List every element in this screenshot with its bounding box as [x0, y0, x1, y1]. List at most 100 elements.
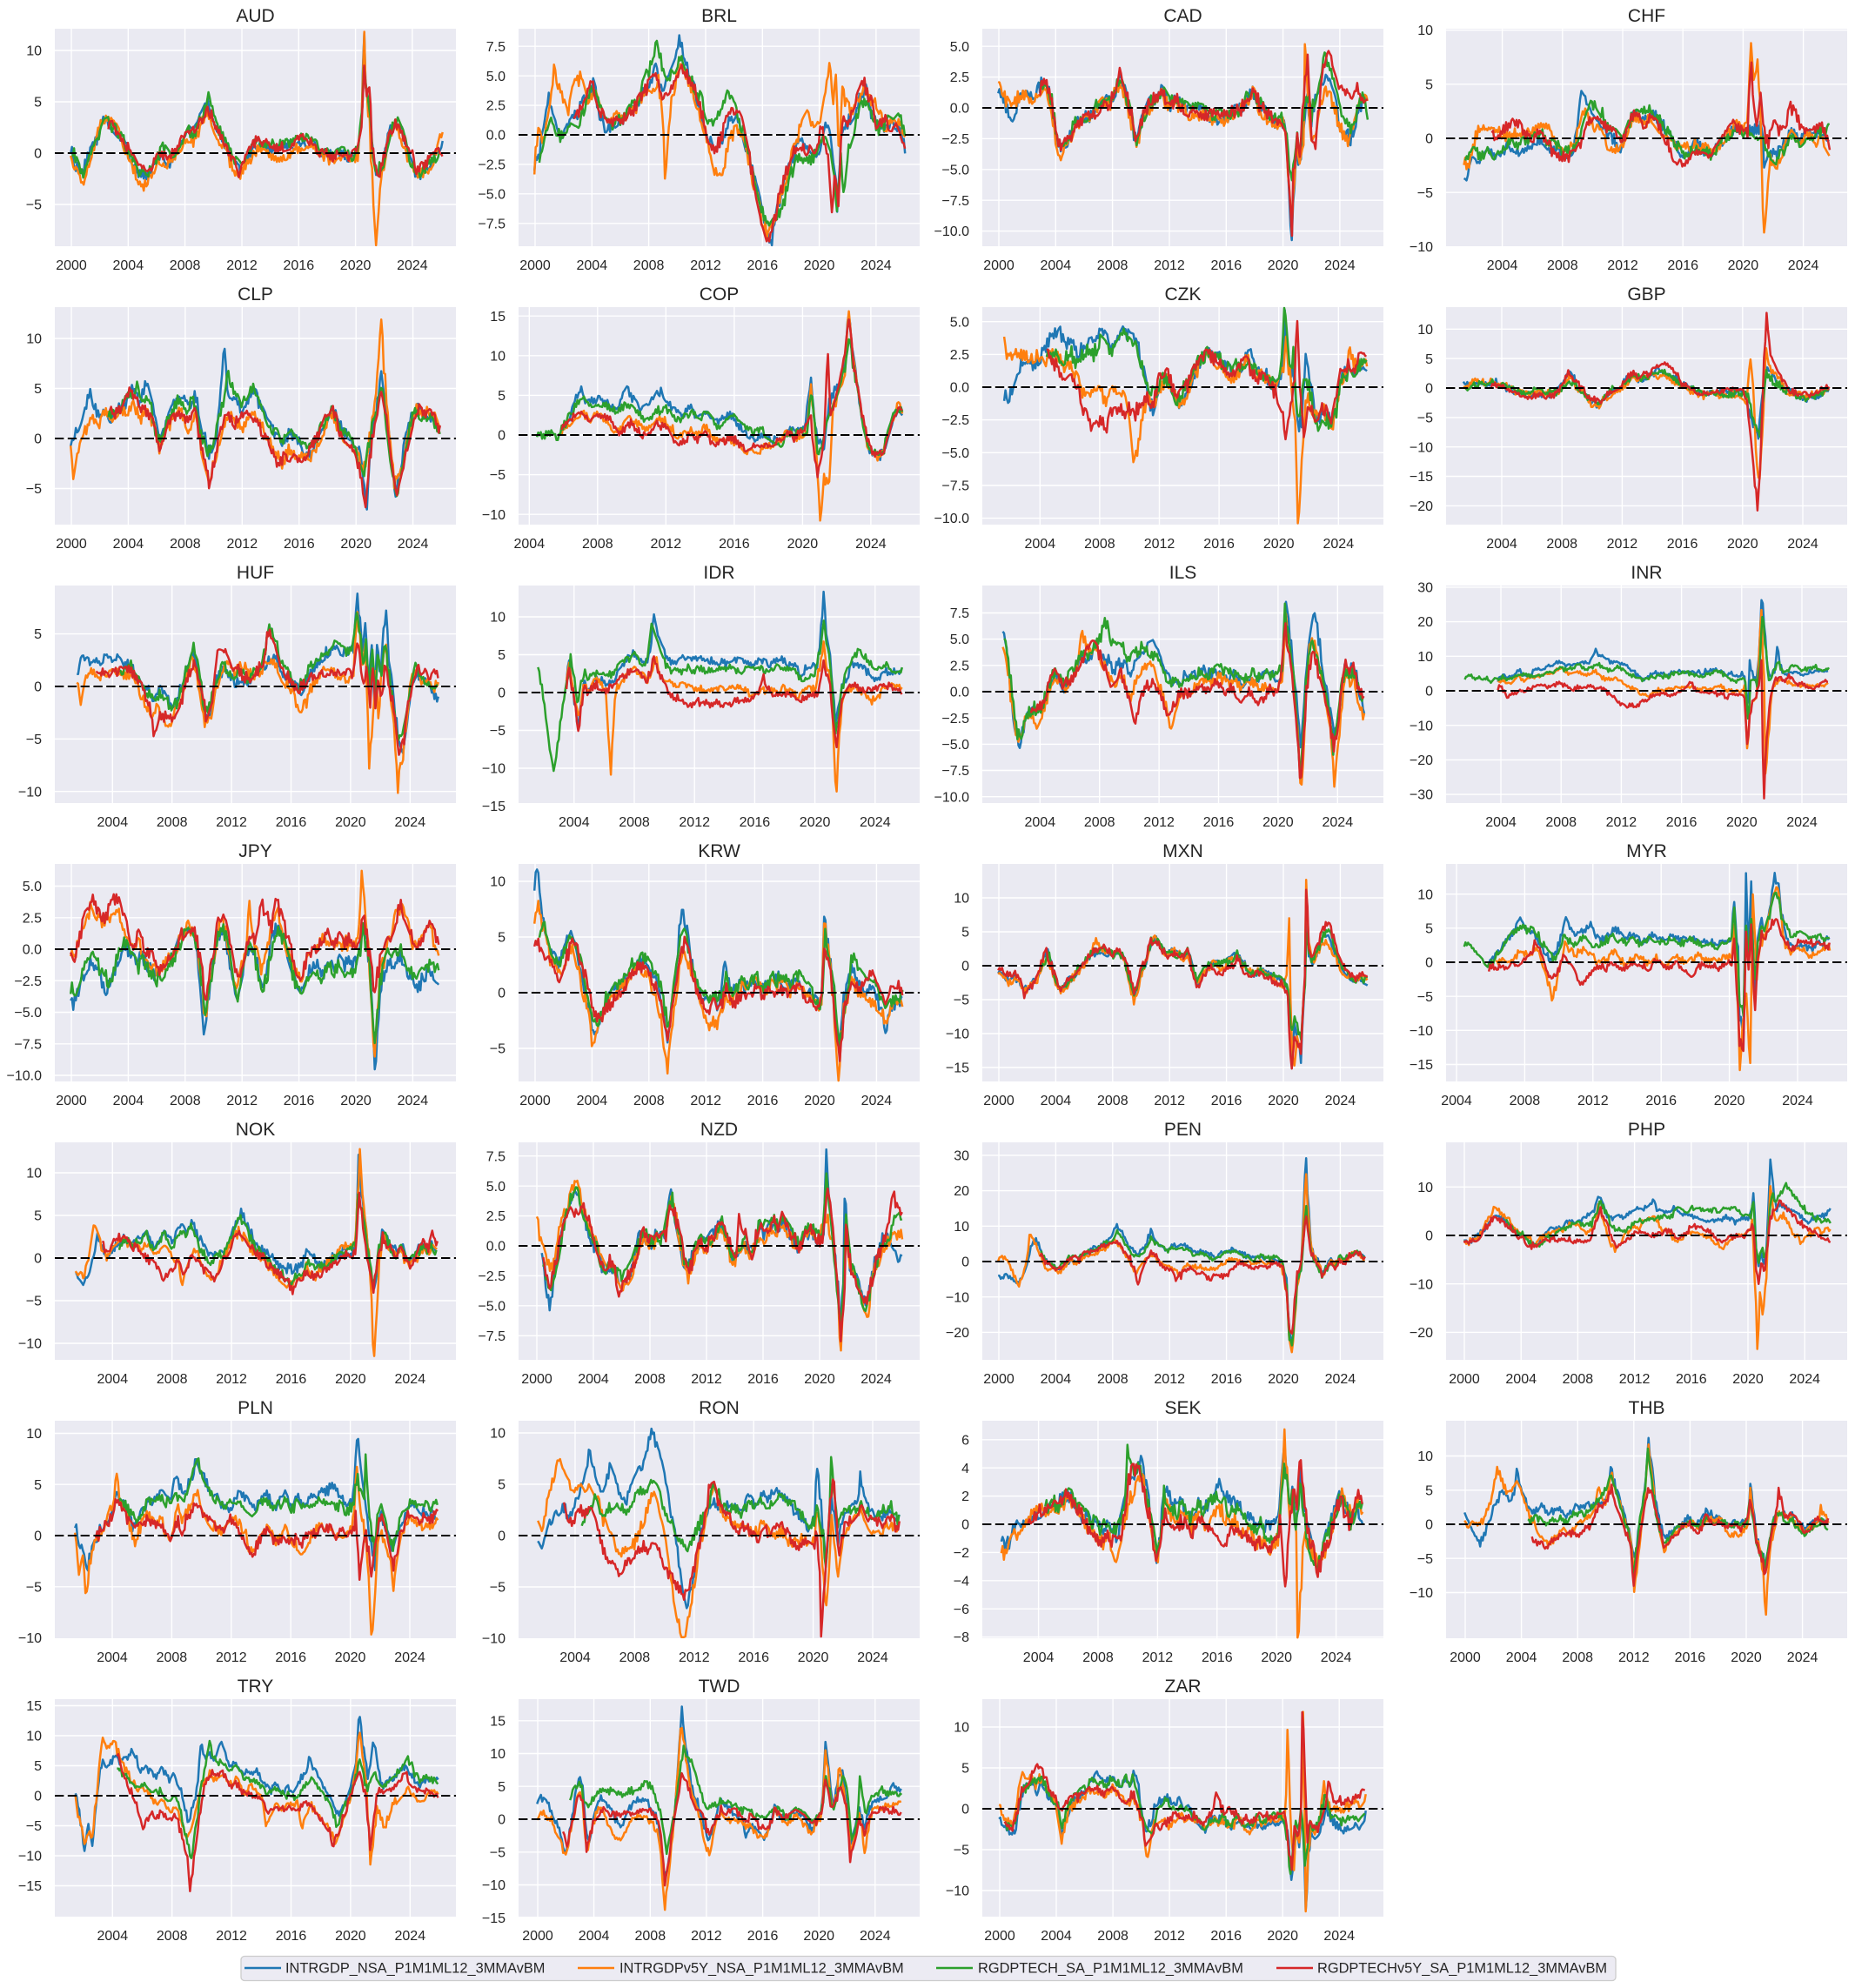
svg-text:2016: 2016: [276, 815, 307, 830]
svg-text:5: 5: [1425, 77, 1433, 92]
svg-text:−5: −5: [26, 1819, 42, 1834]
svg-text:−10.0: −10.0: [934, 790, 970, 805]
svg-text:2000: 2000: [984, 1929, 1015, 1944]
svg-text:HUF: HUF: [237, 563, 274, 583]
svg-text:2004: 2004: [1485, 815, 1517, 830]
svg-text:6: 6: [961, 1433, 969, 1448]
svg-text:2016: 2016: [747, 258, 779, 273]
svg-text:2020: 2020: [803, 1929, 834, 1944]
svg-text:2016: 2016: [275, 1650, 306, 1665]
svg-text:2024: 2024: [1782, 1094, 1813, 1108]
svg-text:2020: 2020: [340, 258, 372, 273]
svg-text:2024: 2024: [860, 815, 891, 830]
svg-text:2016: 2016: [284, 258, 315, 273]
svg-text:2000: 2000: [983, 258, 1015, 273]
svg-text:−5: −5: [1417, 412, 1433, 426]
svg-text:5.0: 5.0: [23, 880, 42, 894]
svg-text:2024: 2024: [395, 815, 426, 830]
svg-text:2000: 2000: [983, 1094, 1015, 1108]
svg-text:PLN: PLN: [238, 1398, 273, 1418]
svg-text:−6: −6: [954, 1603, 969, 1617]
svg-text:2000: 2000: [983, 1372, 1015, 1387]
svg-text:PHP: PHP: [1628, 1120, 1665, 1140]
svg-text:2016: 2016: [1645, 1094, 1677, 1108]
svg-text:2024: 2024: [395, 1929, 426, 1944]
svg-text:2004: 2004: [97, 815, 129, 830]
svg-text:0: 0: [498, 1813, 506, 1828]
svg-text:7.5: 7.5: [950, 606, 969, 621]
svg-text:10: 10: [1417, 1449, 1433, 1464]
svg-text:2012: 2012: [679, 1650, 710, 1665]
svg-text:−5: −5: [1417, 990, 1433, 1005]
svg-text:2012: 2012: [226, 1094, 258, 1108]
svg-text:5: 5: [34, 382, 42, 397]
svg-text:2000: 2000: [1449, 1372, 1480, 1387]
svg-text:2020: 2020: [1732, 1372, 1764, 1387]
svg-text:2008: 2008: [635, 1929, 666, 1944]
svg-text:−7.5: −7.5: [941, 479, 969, 494]
svg-text:2000: 2000: [56, 1094, 87, 1108]
svg-text:2016: 2016: [738, 1650, 769, 1665]
svg-text:2020: 2020: [335, 1929, 366, 1944]
svg-text:5: 5: [1425, 1483, 1433, 1498]
svg-text:2016: 2016: [284, 537, 315, 552]
svg-text:7.5: 7.5: [486, 1149, 506, 1164]
svg-text:2024: 2024: [855, 537, 887, 552]
svg-text:5.0: 5.0: [950, 315, 969, 330]
svg-text:2.5: 2.5: [23, 911, 42, 926]
svg-text:2008: 2008: [1097, 1372, 1128, 1387]
svg-text:ILS: ILS: [1169, 563, 1197, 583]
svg-text:CAD: CAD: [1163, 6, 1202, 26]
svg-text:2012: 2012: [690, 1094, 721, 1108]
svg-text:−5: −5: [26, 1295, 42, 1309]
svg-text:−30: −30: [1410, 788, 1433, 803]
svg-text:2024: 2024: [398, 1094, 429, 1108]
svg-text:−10: −10: [1410, 240, 1433, 255]
svg-text:−5.0: −5.0: [941, 738, 969, 753]
svg-text:2012: 2012: [651, 537, 682, 552]
svg-text:2012: 2012: [1154, 1094, 1185, 1108]
svg-text:2004: 2004: [1506, 1650, 1537, 1665]
svg-text:2012: 2012: [1619, 1372, 1651, 1387]
svg-text:2008: 2008: [1547, 258, 1578, 273]
svg-text:5.0: 5.0: [486, 70, 506, 84]
svg-text:10: 10: [26, 44, 42, 59]
svg-text:−5: −5: [490, 468, 506, 483]
svg-text:2012: 2012: [1144, 537, 1175, 552]
svg-text:5.0: 5.0: [950, 40, 969, 55]
svg-text:−7.5: −7.5: [14, 1037, 42, 1052]
svg-text:2016: 2016: [1202, 1650, 1233, 1665]
svg-text:2004: 2004: [579, 1929, 610, 1944]
svg-text:5: 5: [498, 931, 506, 946]
svg-text:−10: −10: [18, 1631, 42, 1646]
svg-text:2008: 2008: [1084, 815, 1115, 830]
svg-text:−20: −20: [946, 1326, 969, 1341]
svg-text:−15: −15: [1410, 1058, 1433, 1073]
svg-text:−5: −5: [490, 1581, 506, 1596]
svg-text:2016: 2016: [276, 1372, 307, 1387]
svg-text:−20: −20: [1410, 499, 1433, 514]
svg-text:2.5: 2.5: [950, 348, 969, 363]
svg-text:5: 5: [34, 627, 42, 642]
svg-text:2016: 2016: [1676, 1372, 1707, 1387]
svg-text:2008: 2008: [157, 1650, 188, 1665]
svg-text:−10: −10: [18, 1337, 42, 1352]
svg-text:2012: 2012: [216, 1650, 247, 1665]
svg-text:−10: −10: [1410, 440, 1433, 455]
svg-text:2024: 2024: [1788, 258, 1819, 273]
svg-text:2020: 2020: [1727, 537, 1758, 552]
svg-text:2008: 2008: [1563, 1372, 1594, 1387]
svg-text:2008: 2008: [634, 1372, 666, 1387]
svg-text:−15: −15: [482, 1911, 506, 1926]
svg-text:10: 10: [26, 1427, 42, 1442]
svg-text:2024: 2024: [1321, 1650, 1352, 1665]
svg-text:2012: 2012: [1577, 1094, 1609, 1108]
svg-text:−2.5: −2.5: [478, 1269, 506, 1284]
svg-text:15: 15: [490, 310, 506, 325]
svg-text:2000: 2000: [56, 537, 87, 552]
svg-text:2016: 2016: [719, 537, 750, 552]
svg-text:2016: 2016: [1211, 1094, 1242, 1108]
svg-text:10: 10: [1417, 23, 1433, 38]
svg-text:2020: 2020: [1731, 1650, 1762, 1665]
svg-text:−5.0: −5.0: [941, 163, 969, 177]
